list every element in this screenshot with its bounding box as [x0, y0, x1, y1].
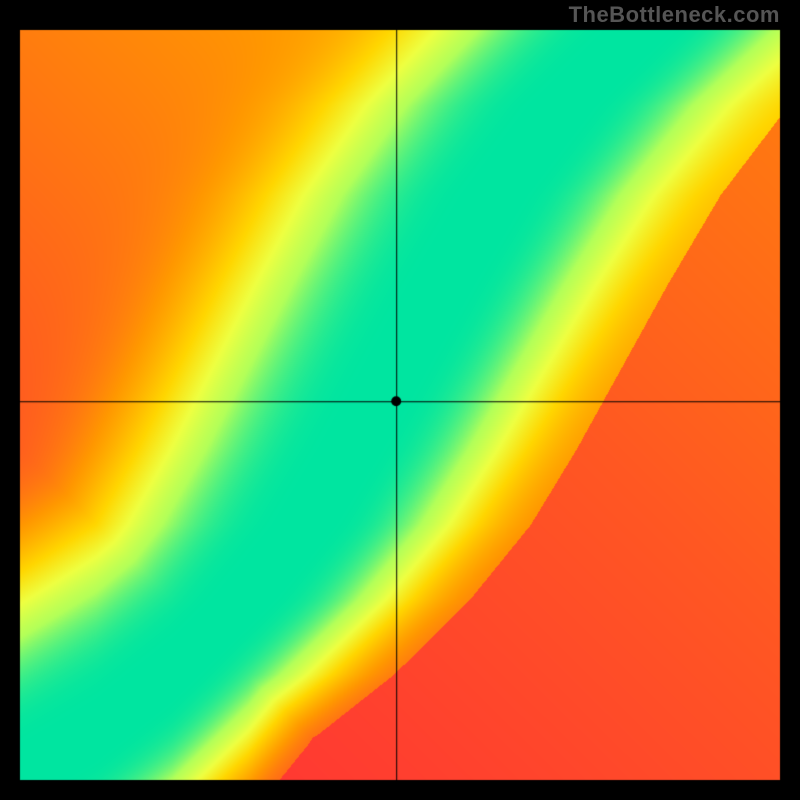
chart-container: TheBottleneck.com: [0, 0, 800, 800]
heatmap-canvas: [0, 0, 800, 800]
watermark-text: TheBottleneck.com: [569, 2, 780, 28]
